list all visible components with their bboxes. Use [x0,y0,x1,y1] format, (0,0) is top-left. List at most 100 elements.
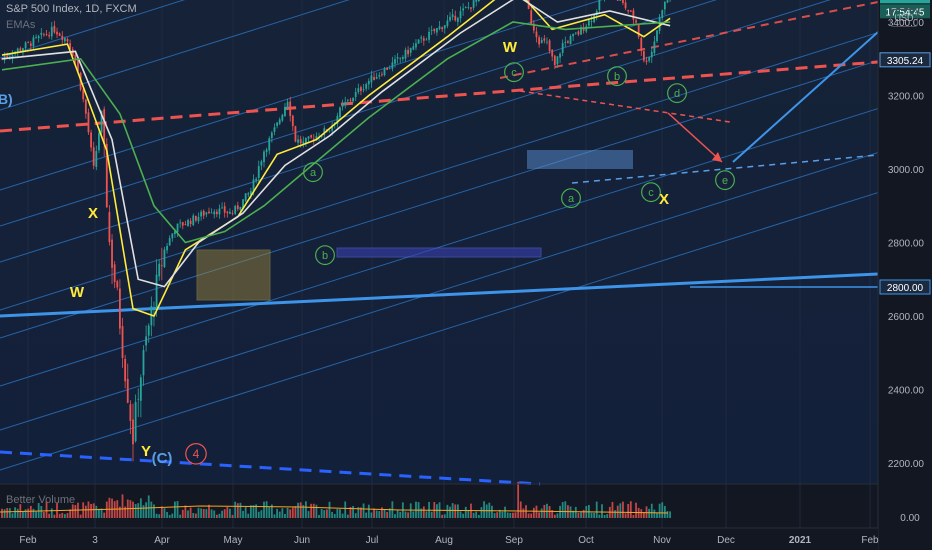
candle-body[interactable] [527,0,530,9]
candle-body[interactable] [174,231,176,235]
candle-body[interactable] [344,102,347,105]
candle-body[interactable] [394,59,396,64]
candle-body[interactable] [255,178,258,181]
candle-body[interactable] [284,106,286,117]
candle-body[interactable] [208,211,210,214]
candle-body[interactable] [360,87,362,92]
candle-body[interactable] [297,139,299,143]
candle-body[interactable] [24,42,27,49]
candle-body[interactable] [590,21,593,22]
candle-body[interactable] [100,110,103,133]
candle-body[interactable] [29,43,32,46]
candle-body[interactable] [650,51,653,58]
candle-body[interactable] [205,212,208,215]
candle-body[interactable] [375,76,378,79]
candle-body[interactable] [373,77,375,81]
candle-body[interactable] [43,34,45,36]
candle-body[interactable] [16,48,19,53]
channel-line[interactable] [0,192,879,471]
candle-body[interactable] [470,7,472,9]
candle-body[interactable] [105,143,108,208]
projection-up-line[interactable] [732,31,879,163]
candle-body[interactable] [265,149,268,153]
candle-body[interactable] [422,38,425,41]
candle-body[interactable] [551,49,554,57]
candle-body[interactable] [221,207,223,209]
candle-body[interactable] [158,263,161,277]
candle-body[interactable] [378,75,381,77]
support-zone-box[interactable] [336,247,542,258]
candle-body[interactable] [538,37,540,45]
candle-body[interactable] [294,126,297,142]
candle-body[interactable] [155,274,158,309]
candle-body[interactable] [37,36,40,39]
candle-body[interactable] [215,211,218,215]
candle-body[interactable] [648,57,651,61]
candle-body[interactable] [286,101,289,109]
candle-body[interactable] [645,60,648,62]
candle-body[interactable] [77,59,79,72]
candle-body[interactable] [388,67,391,69]
candle-body[interactable] [139,377,142,401]
candle-body[interactable] [446,20,449,27]
candle-body[interactable] [587,19,590,26]
channel-line[interactable] [0,60,879,339]
candle-body[interactable] [632,10,635,20]
candle-body[interactable] [210,212,213,214]
indicator-label[interactable]: EMAs [6,19,36,31]
candle-body[interactable] [69,43,72,50]
candle-body[interactable] [666,0,669,3]
candle-body[interactable] [417,39,420,44]
candle-body[interactable] [352,97,354,102]
candle-body[interactable] [111,239,113,268]
candle-body[interactable] [310,135,313,138]
ema-line-2[interactable] [1,0,671,288]
candle-body[interactable] [291,115,294,127]
candle-body[interactable] [637,24,640,38]
candle-body[interactable] [116,281,119,288]
candle-body[interactable] [302,141,305,144]
candle-body[interactable] [656,30,658,42]
red-dashed-upper-line[interactable] [0,60,879,133]
candle-body[interactable] [433,28,436,32]
candle-body[interactable] [399,57,402,59]
candle-body[interactable] [202,210,205,216]
candle-body[interactable] [179,222,182,224]
level-2800-box[interactable] [879,279,931,295]
candle-body[interactable] [420,37,423,39]
candle-body[interactable] [229,211,231,214]
candle-body[interactable] [556,56,559,65]
candle-body[interactable] [98,133,100,151]
candle-body[interactable] [145,336,147,346]
channel-line[interactable] [0,0,878,263]
ema-line-1[interactable] [1,0,671,317]
candle-body[interactable] [32,37,35,47]
candle-body[interactable] [622,0,624,4]
candle-body[interactable] [200,211,203,217]
candle-body[interactable] [336,115,339,124]
candle-body[interactable] [108,212,111,243]
candle-body[interactable] [386,67,389,70]
candle-body[interactable] [462,8,465,11]
candle-body[interactable] [281,114,284,121]
candle-body[interactable] [192,215,195,226]
candle-body[interactable] [643,51,645,61]
candle-body[interactable] [160,265,163,267]
candle-body[interactable] [223,206,226,213]
candle-body[interactable] [436,28,438,33]
candle-body[interactable] [464,7,467,8]
candle-body[interactable] [213,211,216,215]
candle-body[interactable] [574,32,577,34]
candle-body[interactable] [268,138,271,151]
candle-body[interactable] [181,222,184,226]
channel-line[interactable] [0,152,879,431]
candle-body[interactable] [147,325,150,336]
candle-body[interactable] [456,17,459,22]
candle-body[interactable] [132,419,134,445]
candle-body[interactable] [273,127,276,132]
candle-body[interactable] [561,43,564,53]
candle-body[interactable] [187,219,189,227]
candle-body[interactable] [472,0,475,8]
candle-body[interactable] [242,199,244,209]
candle-body[interactable] [425,39,428,41]
